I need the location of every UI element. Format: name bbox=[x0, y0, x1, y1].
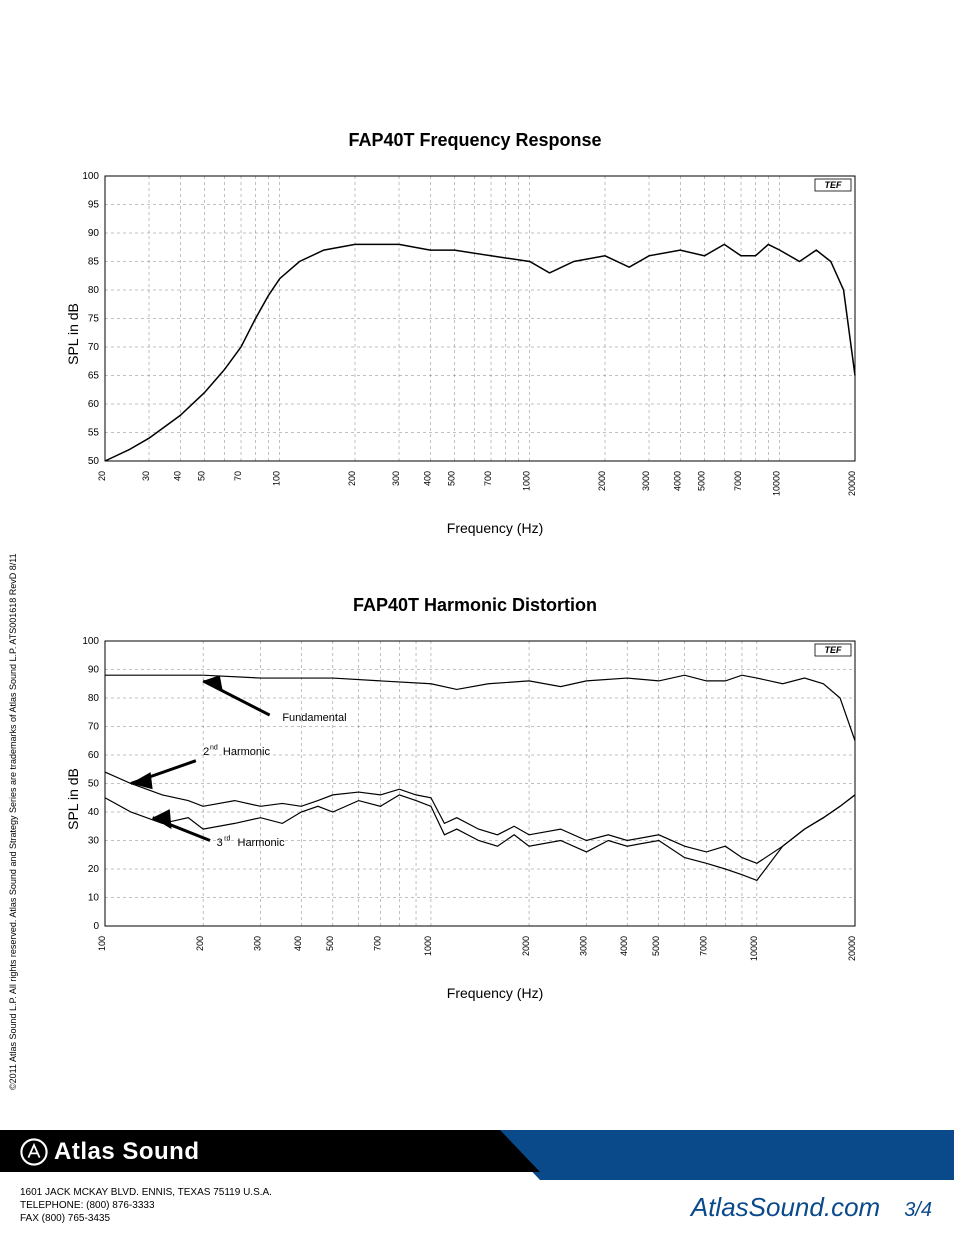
svg-text:100: 100 bbox=[272, 471, 282, 486]
svg-text:2: 2 bbox=[203, 746, 209, 758]
svg-text:10: 10 bbox=[88, 893, 100, 904]
chart1-title: FAP40T Frequency Response bbox=[50, 130, 900, 151]
svg-text:4000: 4000 bbox=[619, 936, 629, 956]
svg-text:30: 30 bbox=[141, 471, 151, 481]
svg-text:500: 500 bbox=[325, 936, 335, 951]
svg-text:1000: 1000 bbox=[423, 936, 433, 956]
svg-text:80: 80 bbox=[88, 285, 100, 296]
svg-text:500: 500 bbox=[446, 471, 456, 486]
svg-text:400: 400 bbox=[293, 936, 303, 951]
svg-text:Harmonic: Harmonic bbox=[238, 837, 286, 849]
footer: Atlas Sound 1601 JACK MCKAY BLVD. ENNIS,… bbox=[0, 1130, 954, 1235]
svg-text:5000: 5000 bbox=[651, 936, 661, 956]
svg-text:700: 700 bbox=[483, 471, 493, 486]
svg-text:50: 50 bbox=[88, 779, 100, 790]
svg-text:40: 40 bbox=[172, 471, 182, 481]
chart1-xlabel: Frequency (Hz) bbox=[50, 520, 900, 536]
svg-text:200: 200 bbox=[347, 471, 357, 486]
svg-text:7000: 7000 bbox=[733, 471, 743, 491]
svg-text:90: 90 bbox=[88, 228, 100, 239]
svg-text:50: 50 bbox=[88, 456, 100, 467]
svg-text:Harmonic: Harmonic bbox=[223, 746, 271, 758]
address-line3: FAX (800) 765-3435 bbox=[20, 1212, 272, 1225]
svg-text:5000: 5000 bbox=[696, 471, 706, 491]
svg-text:3: 3 bbox=[217, 837, 223, 849]
chart1-svg: 50 55 60 65 70 75 80 85 90 95 100 20 30 40 50 70 100 200 3… bbox=[50, 151, 870, 511]
svg-text:100: 100 bbox=[82, 636, 99, 647]
footer-right: AtlasSound.com 3/4 bbox=[691, 1192, 932, 1223]
svg-text:TEF: TEF bbox=[825, 645, 843, 655]
svg-text:20000: 20000 bbox=[847, 471, 857, 496]
svg-text:nd: nd bbox=[210, 744, 218, 751]
brand-name: Atlas Sound bbox=[54, 1138, 200, 1166]
svg-text:2000: 2000 bbox=[521, 936, 531, 956]
svg-text:200: 200 bbox=[195, 936, 205, 951]
svg-text:100: 100 bbox=[82, 171, 99, 182]
svg-text:20000: 20000 bbox=[847, 936, 857, 961]
chart2-ylabel: SPL in dB bbox=[65, 768, 81, 830]
svg-text:3000: 3000 bbox=[641, 471, 651, 491]
svg-text:85: 85 bbox=[88, 257, 100, 268]
svg-text:1000: 1000 bbox=[522, 471, 532, 491]
svg-text:TEF: TEF bbox=[825, 180, 843, 190]
address-line2: TELEPHONE: (800) 876-3333 bbox=[20, 1199, 272, 1212]
svg-text:65: 65 bbox=[88, 371, 100, 382]
svg-text:70: 70 bbox=[233, 471, 243, 481]
svg-text:20: 20 bbox=[97, 471, 107, 481]
svg-text:95: 95 bbox=[88, 200, 100, 211]
svg-text:60: 60 bbox=[88, 750, 100, 761]
atlas-logo-icon bbox=[20, 1138, 48, 1166]
harmonic-distortion-chart: FAP40T Harmonic Distortion SPL in dB 0 10… bbox=[50, 595, 900, 1001]
svg-text:40: 40 bbox=[88, 807, 100, 818]
svg-text:10000: 10000 bbox=[772, 471, 782, 496]
svg-text:70: 70 bbox=[88, 722, 100, 733]
page: FAP40T Frequency Response SPL in dB 50 55… bbox=[0, 0, 954, 1235]
website-url: AtlasSound.com bbox=[691, 1192, 880, 1223]
svg-text:300: 300 bbox=[391, 471, 401, 486]
frequency-response-chart: FAP40T Frequency Response SPL in dB 50 55… bbox=[50, 130, 900, 536]
chart2-xlabel: Frequency (Hz) bbox=[50, 985, 900, 1001]
svg-text:300: 300 bbox=[253, 936, 263, 951]
svg-text:100: 100 bbox=[97, 936, 107, 951]
svg-text:70: 70 bbox=[88, 342, 100, 353]
chart2-title: FAP40T Harmonic Distortion bbox=[50, 595, 900, 616]
svg-text:rd: rd bbox=[224, 836, 230, 843]
footer-address: 1601 JACK MCKAY BLVD. ENNIS, TEXAS 75119… bbox=[20, 1186, 272, 1225]
svg-text:0: 0 bbox=[93, 921, 99, 932]
svg-text:10000: 10000 bbox=[749, 936, 759, 961]
svg-text:30: 30 bbox=[88, 836, 100, 847]
svg-text:3000: 3000 bbox=[578, 936, 588, 956]
svg-text:2000: 2000 bbox=[597, 471, 607, 491]
svg-text:75: 75 bbox=[88, 314, 100, 325]
svg-text:20: 20 bbox=[88, 864, 100, 875]
chart1-ylabel: SPL in dB bbox=[65, 303, 81, 365]
svg-text:90: 90 bbox=[88, 665, 100, 676]
svg-text:55: 55 bbox=[88, 428, 100, 439]
chart2-svg: 0 10 20 30 40 50 60 70 80 90 100 100 200 300 400 500 700… bbox=[50, 616, 870, 976]
svg-text:400: 400 bbox=[422, 471, 432, 486]
svg-text:Fundamental: Fundamental bbox=[282, 712, 346, 724]
svg-text:80: 80 bbox=[88, 693, 100, 704]
brand-logo: Atlas Sound bbox=[20, 1138, 200, 1166]
page-number: 3/4 bbox=[904, 1199, 932, 1222]
svg-text:7000: 7000 bbox=[698, 936, 708, 956]
svg-text:60: 60 bbox=[88, 399, 100, 410]
copyright-text: ©2011 Atlas Sound L.P. All rights reserv… bbox=[8, 410, 18, 1090]
svg-text:50: 50 bbox=[196, 471, 206, 481]
svg-text:4000: 4000 bbox=[672, 471, 682, 491]
address-line1: 1601 JACK MCKAY BLVD. ENNIS, TEXAS 75119… bbox=[20, 1186, 272, 1199]
svg-text:700: 700 bbox=[372, 936, 382, 951]
